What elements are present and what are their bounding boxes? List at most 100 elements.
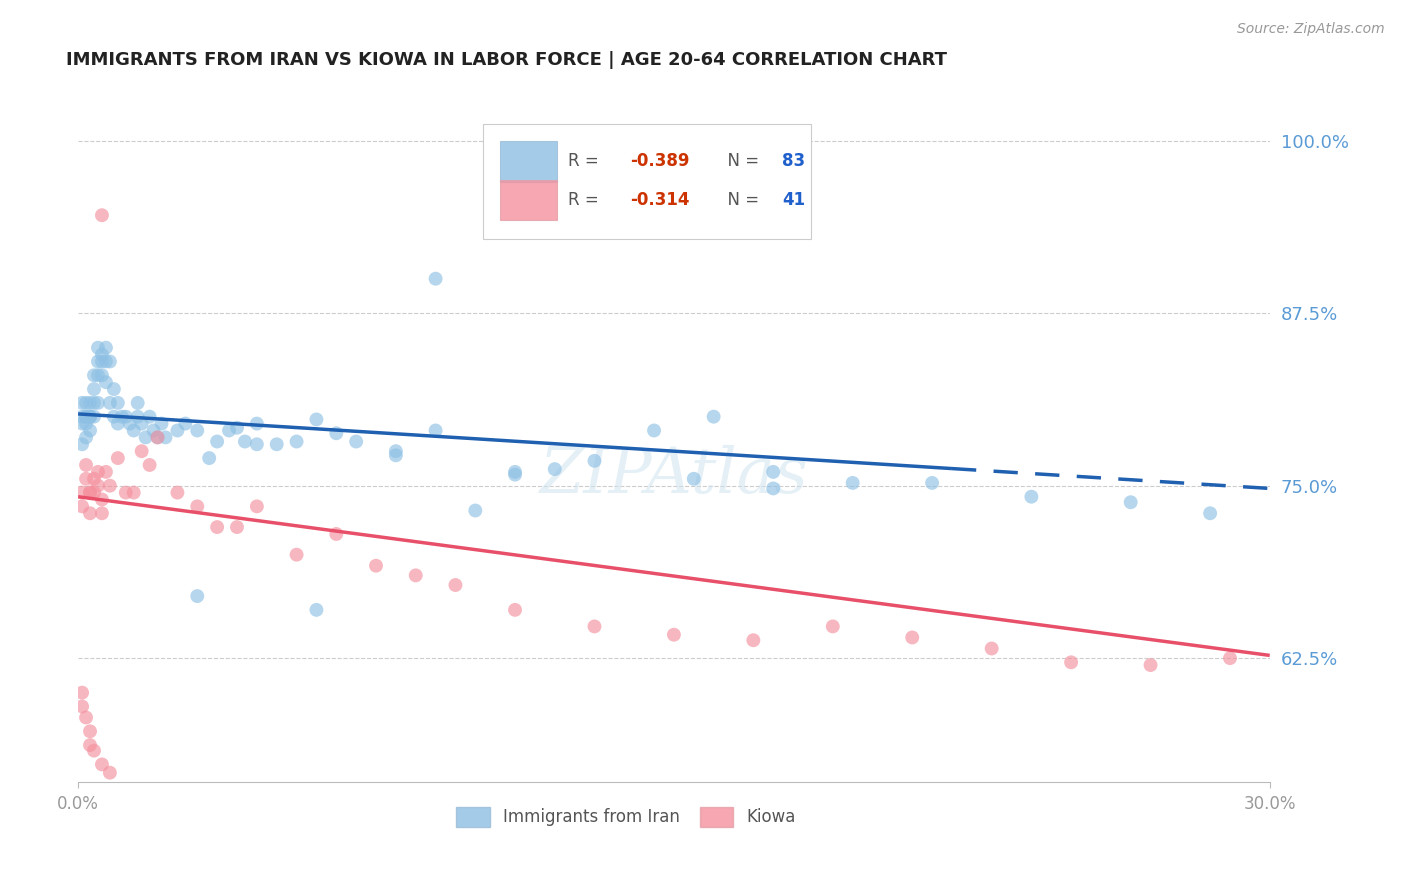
Point	[166, 485, 188, 500]
Point	[155, 430, 177, 444]
Point	[83, 396, 105, 410]
Point	[79, 485, 101, 500]
Point	[75, 472, 97, 486]
Point	[544, 462, 567, 476]
Point	[114, 485, 136, 500]
Point	[1021, 490, 1043, 504]
Point	[205, 520, 228, 534]
Point	[87, 368, 110, 383]
Point	[79, 409, 101, 424]
Point	[285, 434, 308, 449]
Point	[821, 619, 844, 633]
Text: -0.389: -0.389	[630, 153, 689, 170]
Point	[91, 506, 114, 520]
Legend: Immigrants from Iran, Kiowa: Immigrants from Iran, Kiowa	[450, 801, 803, 833]
Point	[841, 475, 863, 490]
Point	[174, 417, 197, 431]
Point	[94, 341, 117, 355]
Point	[75, 396, 97, 410]
Point	[75, 710, 97, 724]
Point	[150, 417, 173, 431]
Point	[226, 520, 249, 534]
Point	[75, 417, 97, 431]
Point	[762, 482, 785, 496]
Point	[122, 424, 145, 438]
Point	[98, 396, 121, 410]
Point	[703, 409, 725, 424]
Text: -0.314: -0.314	[630, 191, 689, 209]
Point	[79, 738, 101, 752]
Point	[127, 409, 149, 424]
Point	[305, 603, 328, 617]
Point	[83, 472, 105, 486]
Point	[218, 424, 240, 438]
Point	[118, 417, 141, 431]
Point	[1139, 658, 1161, 673]
Point	[75, 409, 97, 424]
Point	[186, 589, 208, 603]
Point	[425, 424, 447, 438]
Point	[91, 348, 114, 362]
Point	[146, 430, 169, 444]
Point	[980, 641, 1002, 656]
Point	[246, 500, 269, 514]
Point	[79, 396, 101, 410]
Point	[762, 465, 785, 479]
Point	[91, 757, 114, 772]
Point	[444, 578, 467, 592]
Point	[464, 503, 486, 517]
Point	[70, 417, 93, 431]
Point	[503, 603, 526, 617]
Point	[205, 434, 228, 449]
Point	[83, 409, 105, 424]
Point	[198, 451, 221, 466]
Point	[83, 743, 105, 757]
Point	[94, 465, 117, 479]
Point	[325, 426, 347, 441]
Point	[87, 465, 110, 479]
Point	[305, 412, 328, 426]
FancyBboxPatch shape	[484, 124, 811, 239]
Point	[921, 475, 943, 490]
Point	[98, 354, 121, 368]
Point	[83, 485, 105, 500]
Point	[503, 465, 526, 479]
Point	[70, 409, 93, 424]
Point	[405, 568, 427, 582]
Point	[246, 417, 269, 431]
Point	[246, 437, 269, 451]
Point	[127, 396, 149, 410]
Point	[583, 454, 606, 468]
Point	[79, 409, 101, 424]
Text: Source: ZipAtlas.com: Source: ZipAtlas.com	[1237, 22, 1385, 37]
Point	[87, 354, 110, 368]
Point	[503, 467, 526, 482]
Point	[131, 417, 153, 431]
Point	[643, 424, 665, 438]
Point	[91, 354, 114, 368]
Point	[91, 492, 114, 507]
Point	[94, 375, 117, 389]
Point	[138, 409, 160, 424]
Text: 41: 41	[782, 191, 806, 209]
Point	[79, 409, 101, 424]
Point	[70, 500, 93, 514]
Point	[166, 424, 188, 438]
Point	[385, 448, 408, 462]
Point	[75, 409, 97, 424]
Text: IMMIGRANTS FROM IRAN VS KIOWA IN LABOR FORCE | AGE 20-64 CORRELATION CHART: IMMIGRANTS FROM IRAN VS KIOWA IN LABOR F…	[66, 51, 948, 69]
Point	[98, 478, 121, 492]
Point	[344, 434, 367, 449]
Point	[662, 628, 685, 642]
Point	[114, 409, 136, 424]
Point	[87, 341, 110, 355]
Point	[135, 430, 157, 444]
Point	[70, 396, 93, 410]
Point	[1119, 495, 1142, 509]
Point	[325, 527, 347, 541]
Point	[583, 619, 606, 633]
Point	[87, 396, 110, 410]
Point	[94, 354, 117, 368]
Point	[107, 396, 129, 410]
Text: N =: N =	[717, 191, 765, 209]
